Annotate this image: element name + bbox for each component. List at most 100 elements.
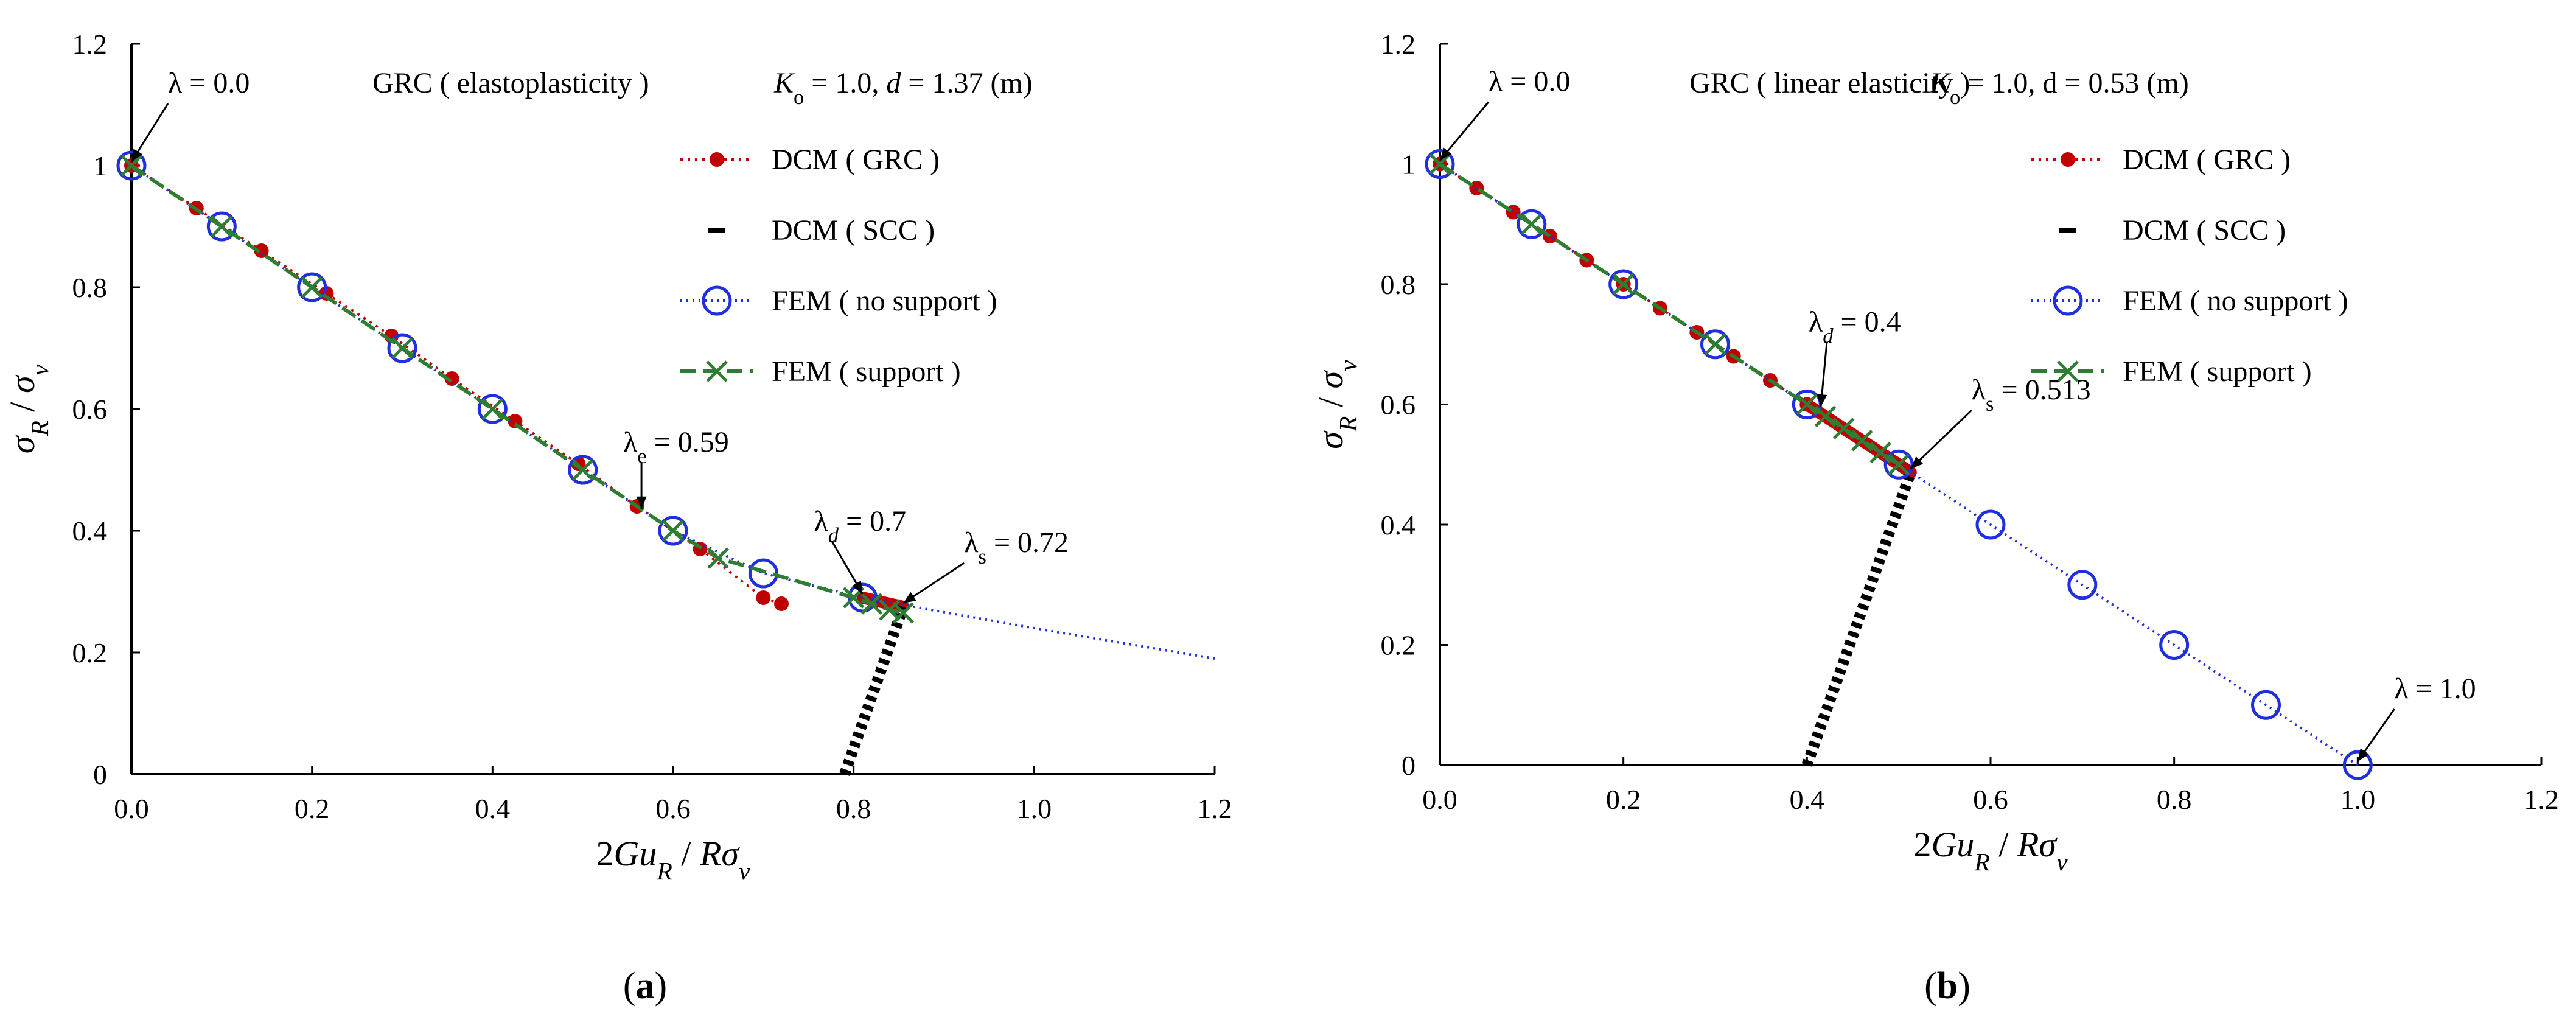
dcm-grc-point	[444, 371, 459, 386]
fem-no-support-point	[658, 516, 688, 546]
fem-support-point	[1429, 153, 1451, 175]
x-tick-label: 1.2	[2524, 784, 2559, 815]
fem-support-point	[1814, 405, 1837, 428]
annotation-arrow	[1910, 410, 1972, 470]
dcm-grc-point	[774, 596, 789, 611]
legend-label: DCM ( SCC )	[772, 214, 935, 247]
y-tick-label: 0.8	[1381, 269, 1416, 300]
chart-params: Ko = 1.0, d = 0.53 (m)	[1930, 67, 2189, 109]
annotation-arrowhead	[636, 496, 647, 509]
y-tick-label: 1	[1401, 149, 1415, 180]
legend-item: DCM ( GRC )	[680, 144, 940, 176]
fem-support-point	[120, 155, 142, 177]
fem-support-point	[1704, 333, 1726, 355]
fem-support-point	[1521, 213, 1543, 236]
fem-no-support-point	[116, 150, 147, 181]
fem-no-support-point	[1608, 269, 1639, 299]
fem-support-point	[662, 520, 684, 542]
fem-support-point	[892, 602, 915, 624]
fem-no-support-point	[568, 455, 598, 485]
legend-label: DCM ( GRC )	[772, 144, 940, 176]
fem-support-point	[481, 398, 504, 420]
annotation-label: λd = 0.4	[1809, 306, 1901, 348]
legend-label: FEM ( support )	[2123, 355, 2312, 388]
annotation-label: λ = 0.0	[168, 67, 250, 99]
fem-support-point	[1832, 418, 1855, 439]
legend-fem-no-support-marker	[702, 285, 732, 316]
annotation-arrowhead	[851, 581, 863, 594]
chart-panel-b: 0.0 0.2 0.4 0.6 0.8 1.0 1.2 0 0.2 0.4 0.6 0.8 1 1.2 2G…	[1311, 29, 2559, 1007]
y-tick-label: 0.4	[1381, 509, 1416, 540]
series-fem-support-line	[1439, 162, 1900, 466]
x-tick-label: 0.0	[114, 793, 149, 824]
fem-support-point	[391, 337, 413, 359]
fem-support-point	[571, 459, 594, 481]
series-dcm-scc-line	[839, 605, 909, 776]
fem-support-point	[860, 593, 883, 615]
fem-support-point	[1869, 441, 1891, 464]
chart-title: GRC ( elastoplasticity )	[372, 67, 649, 99]
annotation-arrow	[1439, 101, 1490, 161]
fem-support-point	[879, 599, 901, 621]
y-tick-label: 0.6	[1381, 390, 1416, 421]
legend-item: DCM ( SCC )	[708, 214, 935, 247]
fem-support-point	[1851, 429, 1873, 452]
fem-support-point	[1888, 453, 1910, 476]
x-tick-label: 1.0	[1017, 793, 1052, 824]
y-tick-label: 0.2	[72, 637, 108, 668]
fem-support-point	[1612, 273, 1635, 295]
panel-label: (b)	[1924, 965, 1970, 1007]
legend-label: DCM ( SCC )	[2123, 214, 2286, 247]
legend-item: DCM ( SCC )	[2059, 214, 2286, 247]
fem-no-support-point	[2067, 570, 2098, 600]
fem-support-point	[707, 547, 729, 569]
fem-no-support-point	[1975, 509, 2006, 540]
x-tick-label: 0.8	[836, 793, 871, 824]
legend-label: FEM ( support )	[772, 355, 961, 388]
annotation-arrowhead	[1440, 147, 1452, 161]
fem-support-point	[301, 276, 323, 298]
series-fem-no-support-line	[130, 164, 1215, 660]
legend-label: FEM ( no support )	[772, 285, 997, 317]
fem-no-support-point	[2251, 690, 2281, 720]
legend-fem-support-marker	[2057, 360, 2079, 382]
x-tick-label: 0.2	[1606, 784, 1641, 815]
annotation-label: λs = 0.513	[1972, 374, 2091, 416]
x-tick-label: 0.6	[655, 793, 691, 824]
fem-support-point	[1796, 393, 1818, 416]
annotation-arrowhead	[1910, 456, 1924, 469]
fem-no-support-point	[477, 394, 508, 424]
chart-title: GRC ( linear elasticity )	[1689, 67, 1970, 99]
fem-no-support-point	[1425, 149, 1455, 179]
fem-no-support-point	[1700, 329, 1730, 360]
y-tick-label: 0.8	[72, 272, 108, 303]
x-tick-label: 1.0	[2340, 784, 2376, 815]
annotation-arrowhead	[131, 149, 143, 162]
y-tick-label: 0.4	[72, 516, 108, 547]
fem-no-support-point	[297, 272, 327, 302]
fem-no-support-point	[2159, 630, 2190, 660]
chart-params: Ko = 1.0, d = 1.37 (m)	[773, 67, 1033, 109]
series-dcm-scc-line	[1801, 470, 1916, 768]
x-tick-label: 0.0	[1422, 784, 1457, 815]
legend-item: DCM ( GRC )	[2031, 144, 2291, 176]
x-tick-label: 1.2	[1197, 793, 1232, 824]
y-tick-label: 0.2	[1381, 630, 1416, 661]
x-tick-label: 0.8	[2157, 784, 2192, 815]
x-axis-label: 2GuR / Rσv	[1913, 825, 2068, 876]
legend-dcm-grc-marker	[2061, 152, 2075, 167]
annotation-arrowhead	[2358, 748, 2369, 761]
legend-dcm-grc-marker	[710, 152, 724, 167]
legend-label: FEM ( no support )	[2123, 285, 2348, 317]
y-tick-label: 1	[93, 150, 107, 181]
fem-no-support-point	[206, 211, 237, 242]
fem-support-point	[211, 215, 233, 237]
annotation-arrowhead	[903, 592, 916, 603]
annotation-label: λs = 0.72	[964, 526, 1069, 568]
annotation-label: λe = 0.59	[623, 426, 729, 468]
annotation-label: λ = 1.0	[2394, 673, 2476, 705]
annotation-label: λd = 0.7	[814, 505, 907, 547]
chart-panel-a: 0.0 0.2 0.4 0.6 0.8 1.0 1.2 0 0.2 0.4 0.6 0.8 1 1.2 2G…	[2, 29, 1232, 1007]
x-axis-label: 2GuR / Rσv	[596, 834, 750, 886]
